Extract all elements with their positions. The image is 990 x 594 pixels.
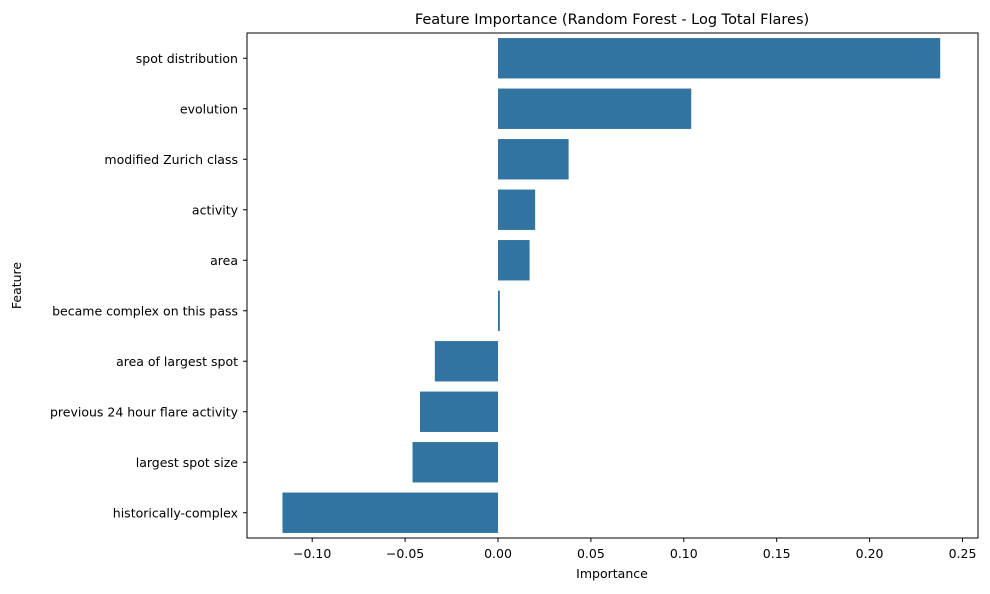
x-tick-label: 0.25 [949, 546, 977, 561]
y-tick-label: became complex on this pass [52, 303, 238, 318]
bar-area [498, 240, 530, 281]
y-tick-label: activity [192, 202, 239, 217]
x-tick-label: 0.00 [484, 546, 512, 561]
y-axis-label: Feature [9, 262, 24, 310]
y-tick-label: spot distribution [136, 51, 238, 66]
x-tick-label: −0.05 [386, 546, 424, 561]
plot-frame [246, 32, 979, 539]
y-tick-label: historically-complex [113, 505, 238, 520]
bar-area-of-largest-spot [434, 341, 498, 382]
y-tick-label: modified Zurich class [104, 152, 238, 167]
y-tick-label: area [210, 253, 238, 268]
bar-became-complex-on-this-pass [498, 290, 500, 331]
bar-spot-distribution [498, 38, 941, 79]
bar-previous-24-hour-flare-activity [419, 391, 498, 432]
bar-historically-complex [282, 492, 498, 533]
bars-group [282, 38, 941, 533]
x-tick-label: 0.20 [856, 546, 884, 561]
y-axis: spot distribution evolution modified Zuric… [50, 51, 247, 520]
x-tick-label: 0.10 [670, 546, 698, 561]
y-tick-label: evolution [180, 101, 238, 116]
y-tick-label: area of largest spot [116, 354, 238, 369]
bar-activity [498, 189, 536, 230]
bar-modified-zurich-class [498, 139, 569, 180]
x-axis-label: Importance [576, 566, 648, 581]
x-axis: −0.10 −0.05 0.00 0.05 0.10 0.15 0.20 0.25 [293, 538, 976, 561]
chart-title: Feature Importance (Random Forest - Log … [415, 12, 809, 28]
x-tick-label: −0.10 [293, 546, 331, 561]
bar-evolution [498, 88, 692, 129]
bar-largest-spot-size [412, 442, 498, 483]
y-tick-label: largest spot size [136, 455, 239, 470]
x-tick-label: 0.05 [577, 546, 605, 561]
y-tick-label: previous 24 hour flare activity [50, 404, 239, 419]
x-tick-label: 0.15 [763, 546, 791, 561]
